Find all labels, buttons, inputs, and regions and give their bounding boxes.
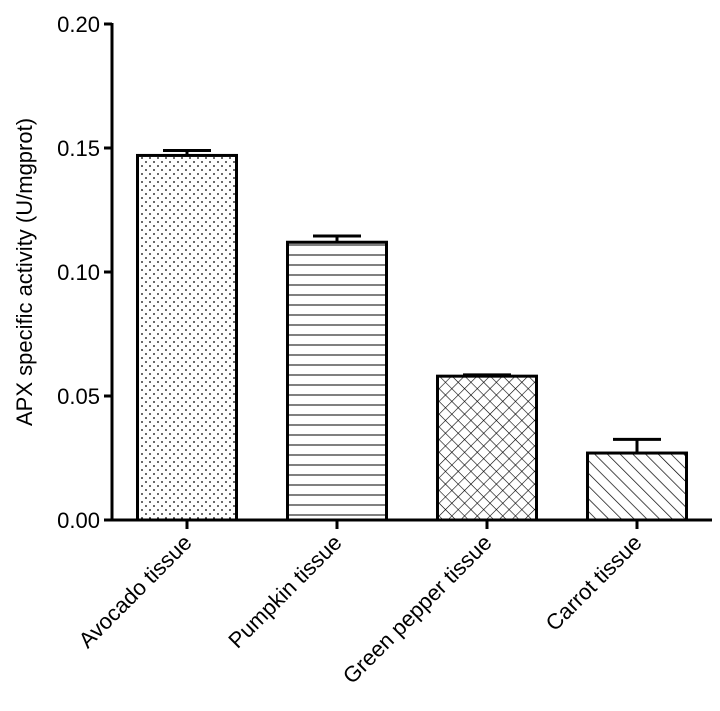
- x-tick-label: Avocado tissue: [74, 530, 197, 653]
- y-tick-label: 0.15: [57, 136, 100, 161]
- bar-pumpkin-tissue: [286, 240, 388, 522]
- bar-carrot-tissue: [586, 451, 688, 522]
- x-tick-label: Green pepper tissue: [338, 530, 497, 689]
- y-axis: 0.00 0.05 0.10 0.15 0.20: [57, 12, 114, 533]
- bar-green-pepper-tissue: [436, 374, 538, 522]
- bar-avocado-tissue: [136, 153, 238, 522]
- y-tick-label: 0.20: [57, 12, 100, 37]
- x-tick-label: Carrot tissue: [541, 530, 647, 636]
- y-axis-title: APX specific activity (U/mgprot): [12, 118, 37, 426]
- y-tick-label: 0.05: [57, 384, 100, 409]
- y-tick-label: 0.10: [57, 260, 100, 285]
- bars: [136, 148, 688, 522]
- y-tick-label: 0.00: [57, 508, 100, 533]
- x-tick-label: Pumpkin tissue: [223, 530, 346, 653]
